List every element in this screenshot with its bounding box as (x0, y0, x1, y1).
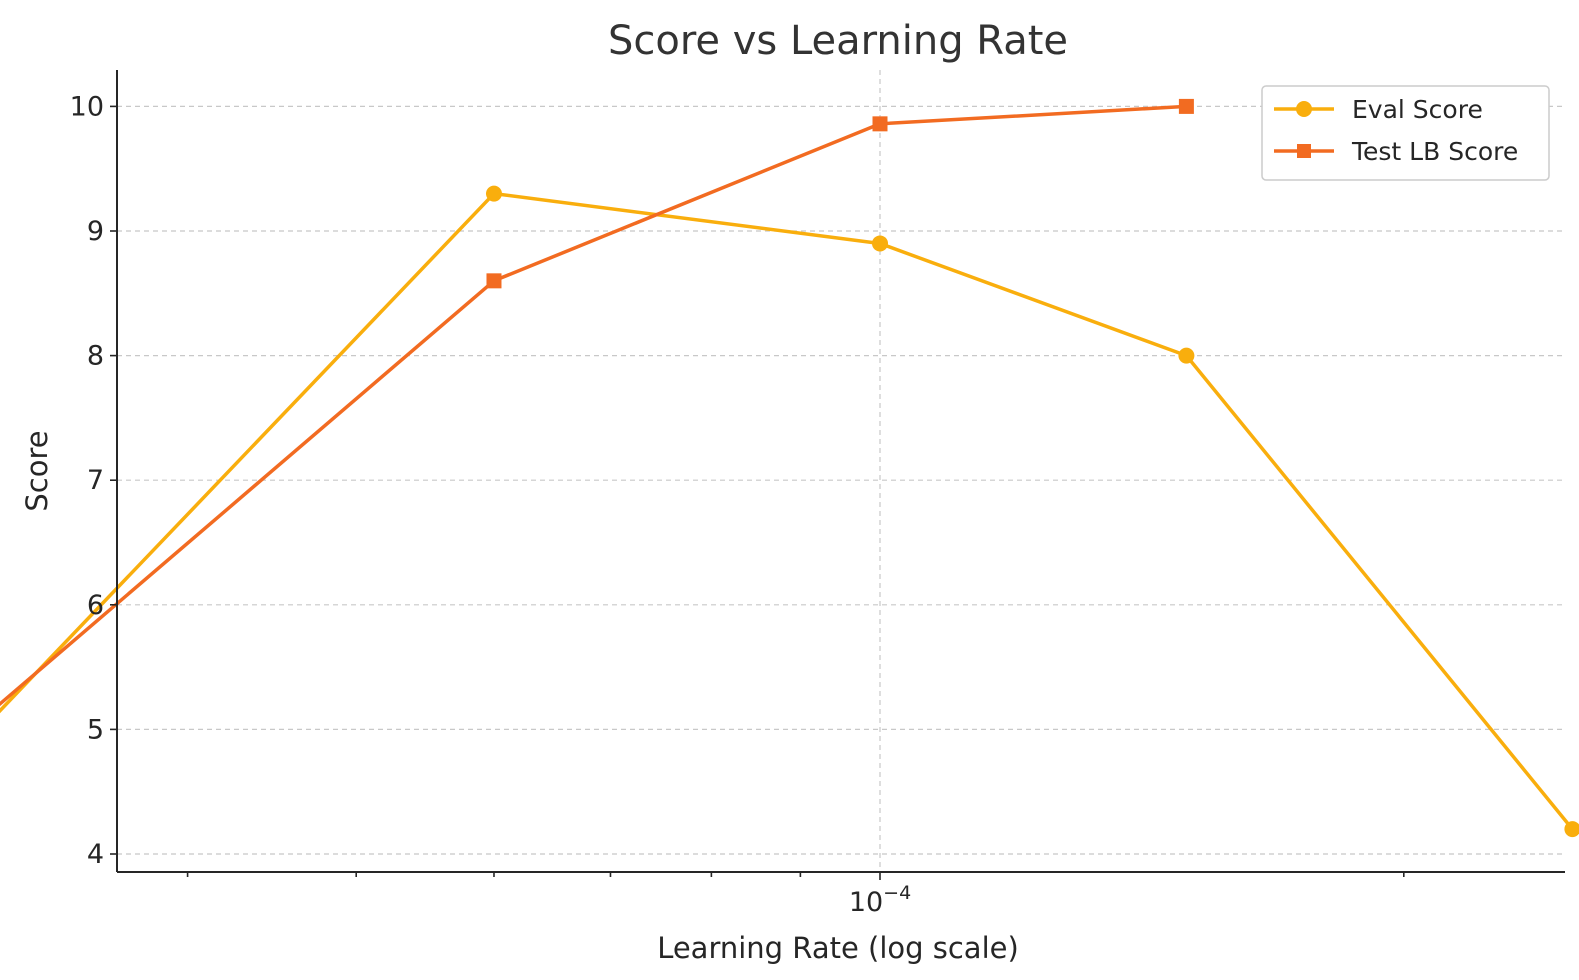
legend-test-marker (1297, 144, 1311, 158)
chart-title: Score vs Learning Rate (608, 18, 1068, 64)
grid-lines (117, 70, 1565, 872)
x-tick-exponent: −4 (883, 882, 911, 904)
axis-ticks: 4 5 6 7 8 9 10 (70, 91, 1405, 880)
x-tick-label-major: 10−4 (849, 882, 911, 918)
y-tick-label: 5 (87, 714, 104, 745)
x-axis-label: Learning Rate (log scale) (657, 931, 1019, 965)
eval-score-point (1564, 821, 1579, 838)
x-tick-base: 10 (849, 887, 883, 918)
test-lb-score-point (486, 273, 502, 289)
test-lb-score-point (872, 116, 888, 132)
y-tick-label: 9 (87, 216, 104, 247)
series-line-eval-score (0, 191, 1574, 831)
legend: Eval Score Test LB Score (1261, 85, 1550, 181)
legend-eval-label: Eval Score (1352, 95, 1483, 124)
y-tick-label: 8 (87, 341, 104, 372)
legend-test-label: Test LB Score (1351, 137, 1518, 166)
eval-score-point (1178, 347, 1195, 364)
eval-score-point (485, 185, 502, 202)
legend-eval-marker (1296, 101, 1312, 117)
series-layer (0, 98, 1579, 838)
y-tick-label: 10 (70, 91, 104, 122)
eval-score-point (872, 235, 888, 252)
series-line-test-lb-score (0, 104, 1187, 707)
test-lb-score-point (1178, 98, 1194, 114)
y-tick-label: 7 (87, 465, 104, 496)
y-tick-label: 6 (87, 590, 104, 621)
y-axis-label: Score (20, 430, 54, 511)
y-tick-label: 4 (87, 839, 104, 870)
